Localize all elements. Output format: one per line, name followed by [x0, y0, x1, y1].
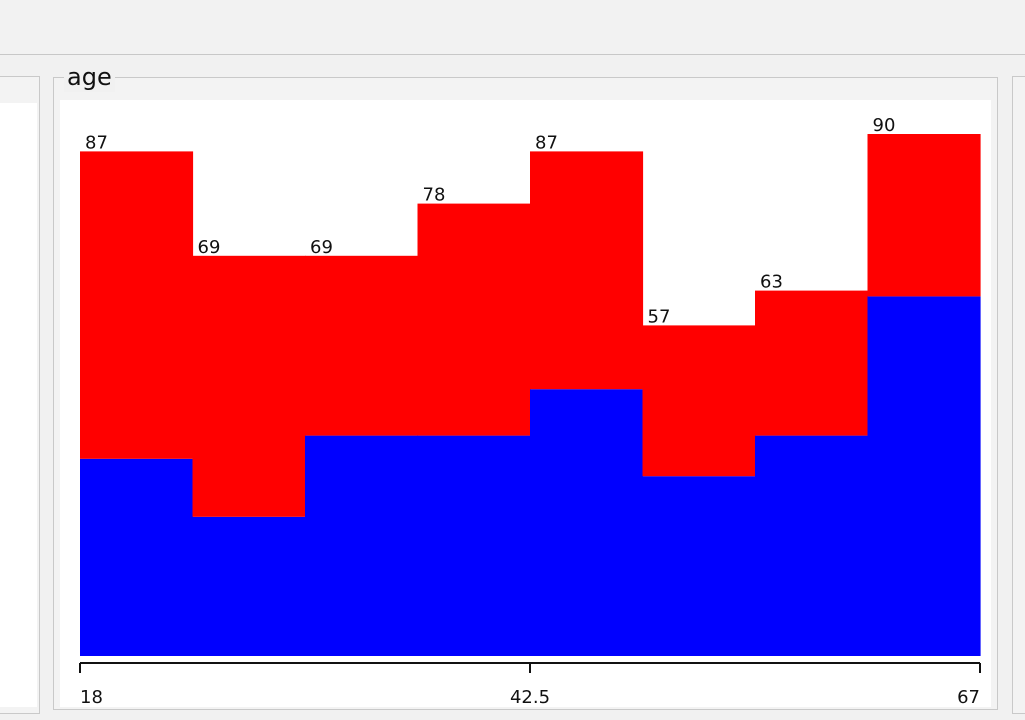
x-tick-label: 67 — [957, 687, 980, 707]
bar-red-0[interactable] — [80, 151, 194, 459]
bar-total-label: 57 — [648, 306, 671, 327]
bar-blue-5[interactable] — [642, 476, 756, 656]
bar-red-5[interactable] — [642, 325, 756, 477]
bar-red-1[interactable] — [192, 255, 306, 517]
bar-blue-1[interactable] — [192, 516, 306, 656]
bar-total-label: 78 — [423, 185, 446, 206]
bar-total-label: 63 — [760, 272, 783, 293]
bar-blue-0[interactable] — [80, 458, 194, 656]
bar-total-label: 87 — [535, 132, 558, 153]
x-axis: 18 42.5 67 — [79, 662, 981, 708]
right-panel — [1012, 76, 1025, 714]
bar-total-label: 90 — [873, 115, 896, 136]
bar-red-2[interactable] — [305, 255, 419, 436]
bar-red-3[interactable] — [417, 203, 531, 436]
group-title: age — [64, 62, 115, 92]
bar-total-label: 87 — [85, 132, 108, 153]
bar-total-label: 69 — [198, 237, 221, 258]
bar-blue-6[interactable] — [755, 435, 869, 656]
left-panel-content — [0, 103, 37, 707]
bar-blue-7[interactable] — [867, 296, 981, 656]
bar-red-4[interactable] — [530, 151, 644, 390]
toolbar-area — [0, 0, 1025, 55]
histogram-chart[interactable]: 87 69 69 78 87 57 63 90 18 42.5 67 — [60, 100, 991, 708]
x-tick-label: 18 — [80, 687, 103, 707]
bars-layer — [80, 134, 981, 656]
bar-blue-3[interactable] — [417, 435, 531, 656]
left-panel — [0, 76, 40, 714]
bar-red-7[interactable] — [867, 134, 981, 297]
bar-red-6[interactable] — [755, 290, 869, 436]
bar-blue-4[interactable] — [530, 389, 644, 656]
value-labels-layer: 87 69 69 78 87 57 63 90 — [85, 115, 895, 327]
plot-area[interactable]: 87 69 69 78 87 57 63 90 18 42.5 67 — [60, 100, 991, 708]
x-tick-label: 42.5 — [510, 687, 550, 707]
bar-blue-2[interactable] — [305, 435, 419, 656]
bar-total-label: 69 — [310, 237, 333, 258]
